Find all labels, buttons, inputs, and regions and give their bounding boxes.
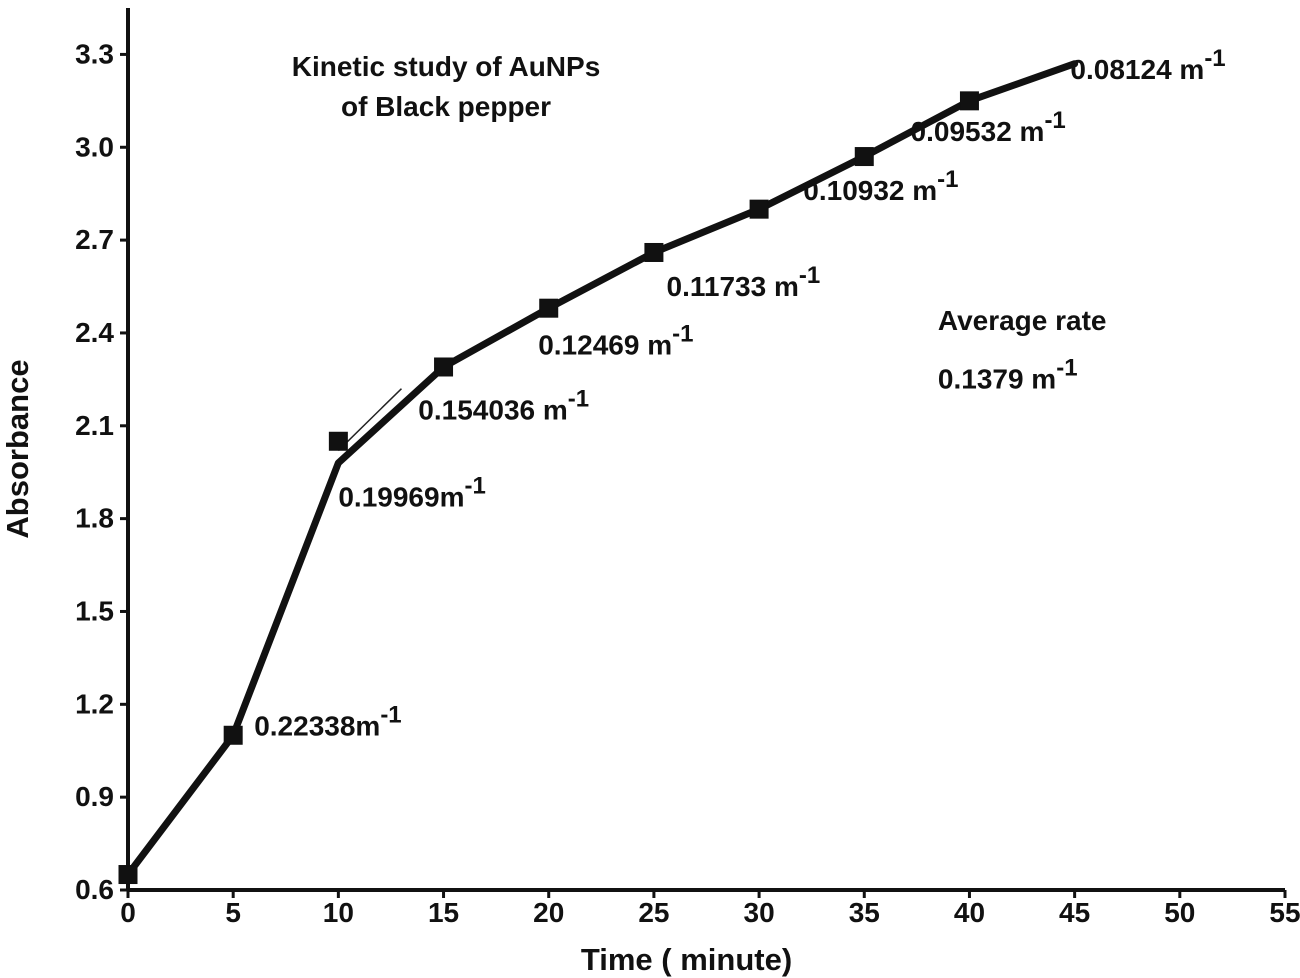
- data-point-marker: [223, 725, 243, 745]
- axes-layer: 0 5 10 15 20 25 30 35 40 45 50 55 0.6 0.9 1.2 1.5 1.8 2.1…: [0, 8, 1300, 977]
- x-tick-label: 40: [954, 897, 985, 928]
- y-tick-label: 2.1: [75, 410, 114, 441]
- fit-segment: [337, 388, 402, 452]
- y-axis-title: Absorbance: [0, 359, 35, 538]
- annotation-label: Average rate: [938, 305, 1107, 336]
- y-tick-label: 2.7: [75, 224, 114, 255]
- annotation: 0.19969m-1: [338, 472, 485, 512]
- annotation-label: 0.08124 m-1: [1070, 45, 1225, 85]
- series-line: [124, 60, 1079, 879]
- data-point-marker: [539, 298, 559, 318]
- annotation-text: 0.22338m: [254, 710, 380, 741]
- annotation: 0.09532 m-1: [911, 107, 1066, 147]
- data-point-marker: [118, 865, 138, 885]
- y-tick-label: 2.4: [75, 317, 114, 348]
- y-tick-label: 1.8: [75, 503, 114, 534]
- annotation: 0.11733 m-1: [667, 262, 821, 302]
- annotation-superscript: -1: [568, 386, 589, 413]
- annotation-text: 0.12469 m: [538, 330, 672, 361]
- x-tick-label: 0: [120, 897, 136, 928]
- annotation-text: 0.11733 m: [667, 271, 799, 302]
- annotation: 0.1379 m-1: [938, 355, 1078, 395]
- x-tick-label: 50: [1164, 897, 1195, 928]
- annotation-superscript: -1: [1056, 355, 1077, 382]
- data-point-marker: [749, 199, 769, 219]
- chart-title-line: Kinetic study of AuNPs: [292, 51, 601, 82]
- x-axis-title: Time ( minute): [581, 942, 792, 977]
- x-tick-label: 25: [638, 897, 669, 928]
- annotation-label: 0.09532 m-1: [911, 107, 1066, 147]
- annotation-text: 0.09532 m: [911, 116, 1045, 147]
- y-tick-label: 3.3: [75, 38, 114, 69]
- title-layer: Kinetic study of AuNPs of Black pepper: [292, 51, 601, 122]
- x-tick-label: 55: [1269, 897, 1300, 928]
- data-point-marker: [644, 242, 664, 262]
- annotation-label: 0.1379 m-1: [938, 355, 1078, 395]
- annotation-label: 0.10932 m-1: [803, 166, 958, 206]
- x-tick-label: 15: [428, 897, 459, 928]
- x-tick-label: 30: [744, 897, 775, 928]
- y-tick-label: 0.9: [75, 781, 114, 812]
- annotation-superscript: -1: [937, 166, 958, 193]
- x-tick-label: 45: [1059, 897, 1090, 928]
- annotation-superscript: -1: [672, 321, 693, 348]
- series-layer: [118, 60, 1079, 885]
- annotation-label: 0.12469 m-1: [538, 321, 693, 361]
- annotation: 0.12469 m-1: [538, 321, 693, 361]
- annotation-text: 0.08124 m: [1070, 54, 1204, 85]
- y-tick-label: 1.5: [75, 595, 114, 626]
- y-tick-label: 3.0: [75, 131, 114, 162]
- annotation-superscript: -1: [799, 262, 820, 289]
- annotation-text: 0.10932 m: [803, 175, 937, 206]
- data-point-marker: [959, 91, 979, 111]
- annotation: 0.10932 m-1: [803, 166, 958, 206]
- annotation: 0.22338m-1: [254, 701, 401, 741]
- annotation-text: Average rate: [938, 305, 1107, 336]
- y-tick-label: 1.2: [75, 688, 114, 719]
- annotation-text: 0.1379 m: [938, 364, 1056, 395]
- annotation-text: 0.19969m: [338, 481, 464, 512]
- data-point-marker: [854, 147, 874, 167]
- annotation: Average rate: [938, 305, 1107, 336]
- x-tick-label: 5: [225, 897, 241, 928]
- data-point-marker: [434, 357, 454, 377]
- annotation-layer: 0.22338m-10.19969m-10.154036 m-10.12469 …: [254, 45, 1225, 741]
- x-tick-label: 20: [533, 897, 564, 928]
- x-tick-label: 35: [849, 897, 880, 928]
- annotation-superscript: -1: [1204, 45, 1225, 72]
- annotation-superscript: -1: [464, 472, 485, 499]
- x-tick-label: 10: [323, 897, 354, 928]
- chart-title-line: of Black pepper: [341, 91, 551, 122]
- annotation-superscript: -1: [380, 701, 401, 728]
- annotation-label: 0.154036 m-1: [418, 386, 589, 426]
- annotation-text: 0.154036 m: [418, 395, 567, 426]
- data-point-marker: [328, 431, 348, 451]
- annotation: 0.154036 m-1: [418, 386, 589, 426]
- annotation-label: 0.22338m-1: [254, 701, 401, 741]
- annotation-label: 0.11733 m-1: [667, 262, 821, 302]
- annotation-label: 0.19969m-1: [338, 472, 485, 512]
- annotation: 0.08124 m-1: [1070, 45, 1225, 85]
- annotation-superscript: -1: [1044, 107, 1065, 134]
- y-tick-label: 0.6: [75, 874, 114, 905]
